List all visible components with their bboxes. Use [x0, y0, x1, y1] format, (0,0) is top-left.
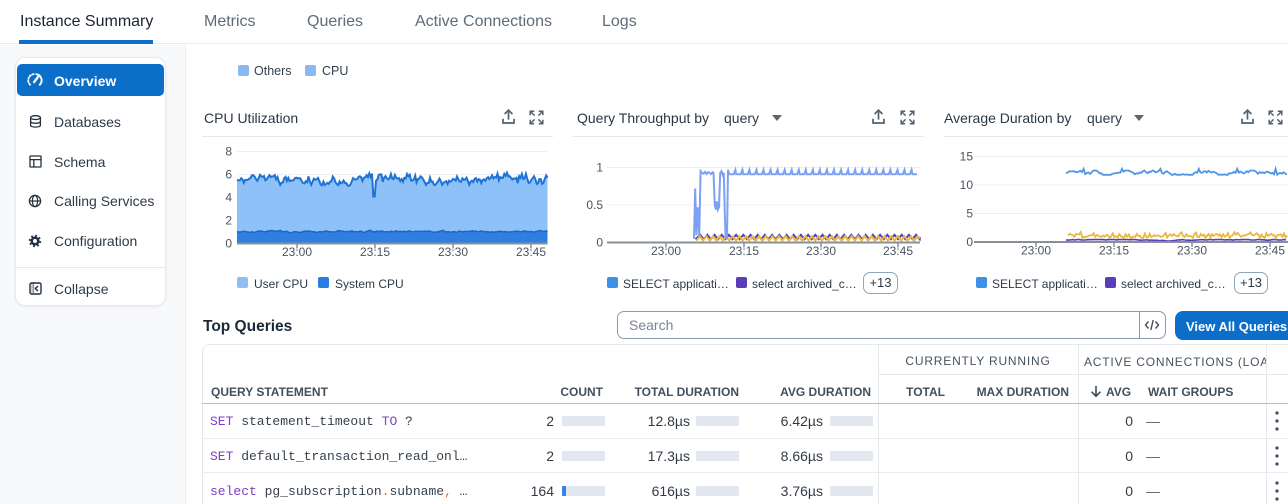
svg-text:4: 4: [225, 191, 232, 205]
svg-text:1: 1: [596, 161, 603, 175]
svg-text:0: 0: [966, 235, 973, 249]
svg-text:23:45: 23:45: [883, 244, 913, 258]
svg-text:0: 0: [225, 237, 232, 251]
svg-text:23:30: 23:30: [1177, 244, 1207, 258]
svg-text:5: 5: [966, 207, 973, 221]
svg-text:23:00: 23:00: [282, 245, 312, 259]
svg-text:0.5: 0.5: [586, 198, 603, 212]
svg-text:8: 8: [225, 145, 232, 159]
svg-text:23:15: 23:15: [1099, 244, 1129, 258]
svg-text:23:45: 23:45: [516, 245, 546, 259]
svg-text:23:15: 23:15: [360, 245, 390, 259]
svg-text:23:45: 23:45: [1255, 244, 1285, 258]
svg-text:23:00: 23:00: [651, 244, 681, 258]
svg-text:15: 15: [960, 150, 974, 164]
svg-text:10: 10: [960, 178, 974, 192]
svg-text:23:15: 23:15: [729, 244, 759, 258]
svg-text:2: 2: [225, 214, 232, 228]
svg-text:0: 0: [596, 236, 603, 250]
svg-text:23:30: 23:30: [438, 245, 468, 259]
svg-text:23:30: 23:30: [806, 244, 836, 258]
svg-text:23:00: 23:00: [1021, 244, 1051, 258]
svg-text:6: 6: [225, 168, 232, 182]
